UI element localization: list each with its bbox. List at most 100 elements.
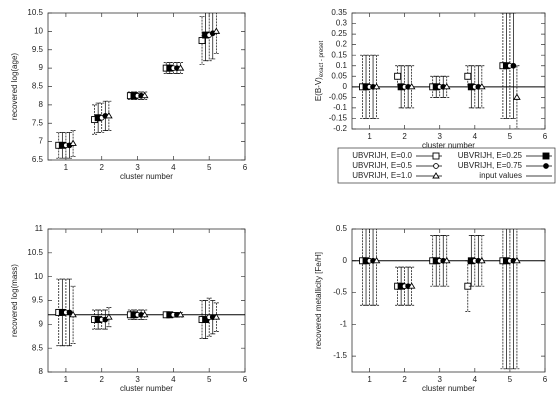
y-tick-label: -0.05 (329, 92, 348, 101)
y-tick-label: -0.2 (333, 124, 347, 133)
error-bar (92, 104, 98, 135)
y-tick-label: 8 (39, 367, 44, 376)
y-tick-label: 11 (35, 224, 44, 233)
legend-label: UBVRIJH, E=0.0 (352, 151, 412, 160)
y-tick-label: 7 (39, 137, 44, 146)
y-axis-label: E(B-V)exact - preset (314, 40, 324, 101)
plot-frame (351, 12, 546, 130)
point (432, 172, 440, 179)
plot-frame (47, 228, 246, 373)
y-tick-label: 7.5 (32, 118, 44, 127)
point (407, 82, 416, 90)
y-tick-label: 0.5 (336, 224, 348, 233)
plot-data (55, 13, 221, 159)
x-tick-label: 5 (207, 375, 212, 384)
panel: -0.2-0.15-0.1-0.0500.050.10.150.20.250.3… (314, 8, 548, 150)
y-tick-label: 0 (343, 256, 348, 265)
y-axis-label: recovered metallicity [Fe/H] (314, 252, 323, 349)
y-tick-label: 10 (34, 272, 43, 281)
point (212, 27, 221, 34)
y-tick-label: 0.35 (331, 8, 347, 17)
point (478, 256, 486, 264)
point (407, 282, 416, 289)
legend-box (337, 147, 556, 184)
x-tick-label: 6 (243, 163, 248, 172)
y-tick-label: 9 (39, 319, 44, 328)
x-tick-label: 6 (543, 375, 548, 384)
point (140, 310, 149, 318)
error-bar (374, 229, 380, 306)
x-tick-label: 4 (171, 375, 176, 384)
x-tick-label: 3 (438, 375, 443, 384)
y-tick-label: 0.3 (336, 19, 348, 28)
panel: 6.5 7 7.5 8 8.5 9 9.5 10 10.5 1 2 3 4 5 6 cluster numbe… (10, 8, 248, 181)
y-tick-label: 10 (34, 26, 43, 35)
legend-label: UBVRIJH, E=0.25 (458, 151, 523, 160)
x-tick-label: 1 (64, 163, 69, 172)
point (513, 256, 521, 264)
x-tick-label: 6 (543, 132, 548, 141)
plot-data (48, 278, 245, 347)
x-axis-label: cluster number (120, 384, 173, 393)
point (176, 310, 185, 318)
y-tick-label: 9.5 (32, 296, 44, 305)
y-axis-label-main: recovered log(age) (10, 53, 19, 120)
legend-label: UBVRIJH, E=0.5 (352, 161, 412, 170)
point (394, 72, 402, 80)
point (543, 163, 549, 169)
point (542, 152, 550, 160)
point (464, 72, 472, 80)
point (66, 309, 73, 316)
plot-frame (351, 228, 546, 373)
x-tick-label: 4 (171, 163, 176, 172)
y-tick-label: 10.5 (27, 8, 43, 17)
plot-frame (47, 12, 246, 161)
y-tick-label: 0.25 (331, 29, 347, 38)
x-tick-label: 2 (100, 375, 105, 384)
x-tick-label: 3 (438, 132, 443, 141)
legend-label: input values (479, 171, 522, 180)
x-tick-label: 1 (367, 132, 372, 141)
x-tick-label: 1 (367, 375, 372, 384)
point (176, 64, 185, 71)
y-tick-label: -1.5 (333, 351, 347, 360)
y-axis-label-main: recovered metallicity [Fe/H] (314, 252, 323, 349)
y-tick-label: 0.1 (336, 61, 348, 70)
point (212, 313, 221, 320)
point (105, 313, 113, 320)
panel: -1.5 -1 -0.5 0 0.5 1 2 3 4 5 6 cluster number recove… (314, 224, 548, 393)
error-bar (99, 102, 105, 133)
error-bar (213, 302, 219, 332)
point (478, 82, 486, 90)
x-tick-label: 2 (100, 163, 105, 172)
point (372, 82, 381, 90)
point (69, 310, 77, 318)
y-tick-label: 8.5 (32, 82, 44, 91)
point (69, 139, 77, 146)
y-axis-label: recovered log(mass) (10, 264, 19, 337)
x-tick-label: 3 (135, 163, 140, 172)
x-tick-label: 5 (508, 132, 513, 141)
y-tick-label: -0.5 (333, 288, 347, 297)
point (433, 163, 439, 169)
y-tick-label: 8.5 (32, 343, 44, 352)
point (442, 82, 451, 90)
legend-label: UBVRIJH, E=0.75 (458, 161, 523, 170)
y-axis-label-main: recovered log(mass) (10, 264, 19, 337)
point (372, 256, 381, 264)
x-tick-label: 4 (473, 132, 478, 141)
x-tick-label: 3 (135, 375, 140, 384)
x-axis-label: cluster number (422, 384, 475, 393)
y-tick-label: 9.5 (32, 45, 44, 54)
y-tick-label: 6.5 (32, 155, 44, 164)
x-tick-label: 5 (508, 375, 513, 384)
point (140, 91, 149, 99)
y-tick-label: 0.15 (331, 50, 347, 59)
plot-data (352, 229, 545, 370)
y-tick-label: 8 (39, 100, 44, 109)
point (513, 93, 521, 100)
y-tick-label: -1 (340, 319, 348, 328)
y-axis-label-sub: exact - preset (319, 40, 325, 77)
